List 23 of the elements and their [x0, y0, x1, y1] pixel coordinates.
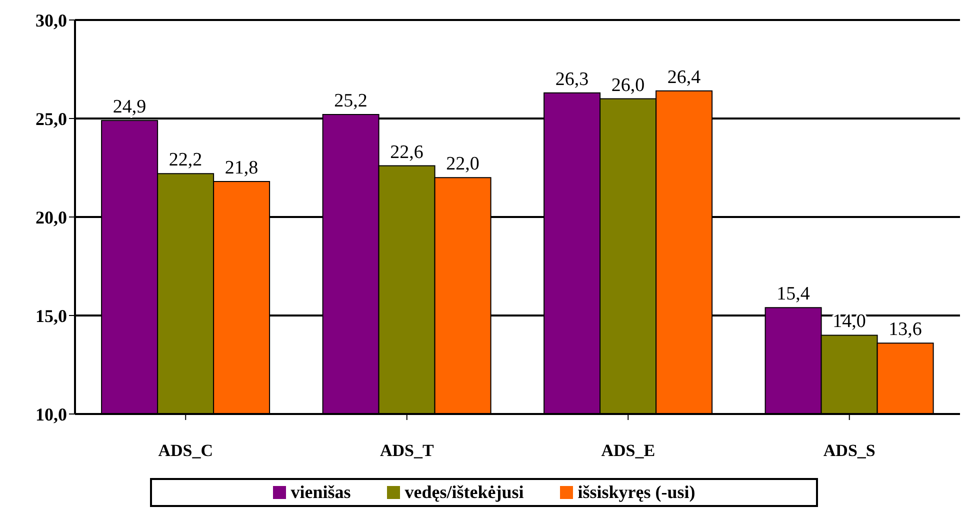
y-tick-label: 25,0 — [36, 108, 67, 129]
data-label: 26,4 — [667, 66, 702, 88]
data-label: 26,0 — [611, 74, 645, 96]
legend-label: vedęs/ištekėjusi — [404, 482, 524, 503]
x-tick-label: ADS_S — [823, 441, 876, 460]
y-tick-label: 30,0 — [36, 10, 67, 30]
data-label: 22,0 — [446, 154, 480, 175]
data-label: 13,6 — [888, 319, 922, 340]
legend-label: išsiskyręs (-usi) — [576, 482, 696, 503]
y-tick-label: 10,0 — [36, 404, 67, 424]
y-tick-label: 20,0 — [36, 207, 67, 228]
data-label: 21,8 — [224, 158, 258, 179]
x-tick-label: ADS_T — [380, 441, 434, 460]
x-tick-label: ADS_E — [601, 441, 656, 460]
legend-label: vienišas — [290, 482, 351, 503]
data-label: 15,4 — [776, 284, 810, 305]
data-label: 22,6 — [390, 142, 424, 163]
data-label: 26,3 — [555, 68, 589, 90]
y-tick-label: 15,0 — [36, 306, 67, 326]
data-label: 24,9 — [112, 96, 146, 118]
x-tick-label: ADS_C — [158, 441, 214, 460]
data-label: 25,2 — [334, 90, 368, 112]
data-label: 22,2 — [168, 150, 202, 171]
